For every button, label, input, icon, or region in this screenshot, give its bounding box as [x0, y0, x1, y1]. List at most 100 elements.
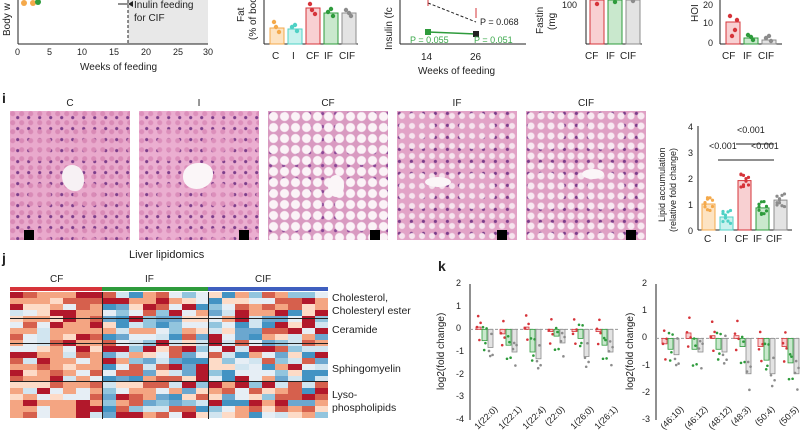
heatmap-cell: [129, 322, 143, 328]
heatmap-cell: [195, 388, 209, 394]
heatmap-cell: [275, 346, 289, 352]
k-point: [553, 348, 557, 352]
heatmap-cell: [36, 352, 50, 358]
heatmap-cell: [248, 316, 262, 322]
heatmap-cell: [222, 406, 236, 412]
heatmap-cell: [155, 334, 169, 340]
k-point: [716, 358, 720, 361]
k-point: [688, 316, 691, 319]
heatmap-cell: [49, 328, 63, 334]
heatmap-cell: [102, 358, 116, 364]
panel-a-plot: [17, 0, 208, 45]
heatmap-cell: [63, 376, 77, 382]
heatmap-cell: [116, 394, 130, 400]
heatmap-cell: [142, 292, 156, 298]
heatmap-cell: [116, 298, 130, 304]
heatmap-cell: [155, 364, 169, 370]
lipid-point: [705, 196, 710, 200]
k-point: [586, 341, 589, 345]
heatmap-cell: [89, 388, 103, 394]
heatmap-cell: [301, 310, 315, 316]
k-point: [583, 356, 587, 360]
heatmap-cell: [208, 382, 222, 388]
k-point: [505, 357, 509, 361]
panel-a-xtick: 25: [173, 47, 184, 57]
heatmap-cell: [288, 394, 302, 400]
heatmap-cell: [102, 364, 116, 370]
heatmap-cell: [182, 370, 196, 376]
heatmap-cell: [182, 334, 196, 340]
heatmap-cell: [10, 370, 24, 376]
heatmap-cell: [102, 352, 116, 358]
heatmap-cell: [275, 412, 289, 418]
heatmap-cell: [261, 292, 275, 298]
heatmap-cell: [182, 346, 196, 352]
heatmap-cell: [49, 406, 63, 412]
heatmap-cell: [102, 322, 116, 328]
histology-image-cf: [268, 111, 388, 240]
heatmap-cell: [182, 292, 196, 298]
heatmap-cell: [142, 364, 156, 370]
k-ytick: 1: [642, 305, 648, 316]
heatmap-cell: [301, 358, 315, 364]
lipid-xtick-if: IF: [753, 234, 762, 245]
k-point: [761, 342, 764, 346]
heatmap-cell: [182, 358, 196, 364]
lipid-point: [780, 204, 784, 208]
heatmap-cell: [23, 298, 37, 304]
heatmap-cell: [49, 382, 63, 388]
k-point: [700, 366, 703, 370]
heatmap-cell: [155, 328, 169, 334]
histo-title-if: IF: [452, 98, 462, 109]
heatmap-cell: [169, 388, 183, 394]
heatmap-cell: [288, 292, 302, 298]
heatmap-cell: [261, 358, 275, 364]
heatmap-cell: [102, 304, 116, 310]
heatmap-cell: [89, 400, 103, 406]
k-bar-if: [691, 338, 698, 350]
lipid-point: [775, 203, 779, 207]
k-point: [605, 357, 608, 360]
heatmap-cell: [275, 370, 289, 376]
fasting-bars: [585, 0, 642, 45]
k-point: [514, 364, 517, 367]
heatmap-cell: [23, 352, 37, 358]
heatmap-cell: [102, 394, 116, 400]
k-point: [665, 337, 668, 341]
heatmap-cell: [129, 328, 143, 334]
k-bar-if: [763, 338, 770, 361]
lipid-point: [782, 204, 787, 209]
heatmap-cell: [301, 394, 315, 400]
heatmap-cell: [275, 352, 289, 358]
heatmap-cell: [49, 400, 63, 406]
heatmap-cell: [235, 406, 249, 412]
heatmap-cell: [222, 352, 236, 358]
heatmap-cell: [23, 364, 37, 370]
heatmap-cell: [182, 388, 196, 394]
heatmap-cell: [169, 376, 183, 382]
k-point: [710, 320, 714, 324]
heatmap-cell: [275, 376, 289, 382]
heatmap-cell: [182, 412, 196, 418]
lipid-point: [746, 175, 751, 179]
heatmap-cell: [182, 298, 196, 304]
heatmap-cell: [314, 358, 328, 364]
heatmap-cell: [76, 406, 90, 412]
k-point: [736, 319, 739, 323]
panel-a-xlabel: Weeks of feeding: [80, 62, 158, 73]
heatmap-cell: [169, 304, 183, 310]
heatmap-cell: [195, 376, 209, 382]
heatmap-cell: [182, 394, 196, 400]
heatmap-cell: [116, 364, 130, 370]
heatmap-cell: [10, 322, 24, 328]
k-point: [671, 333, 674, 336]
heatmap-cell: [235, 328, 249, 334]
heatmap-cell: [195, 394, 209, 400]
heatmap-cell: [195, 400, 209, 406]
lipid-point: [708, 208, 712, 213]
heatmap-cell: [142, 352, 156, 358]
heatmap-divider: [10, 381, 328, 382]
heatmap-cell: [23, 316, 37, 322]
k-point: [499, 332, 503, 335]
heatmap-cell: [195, 406, 209, 412]
